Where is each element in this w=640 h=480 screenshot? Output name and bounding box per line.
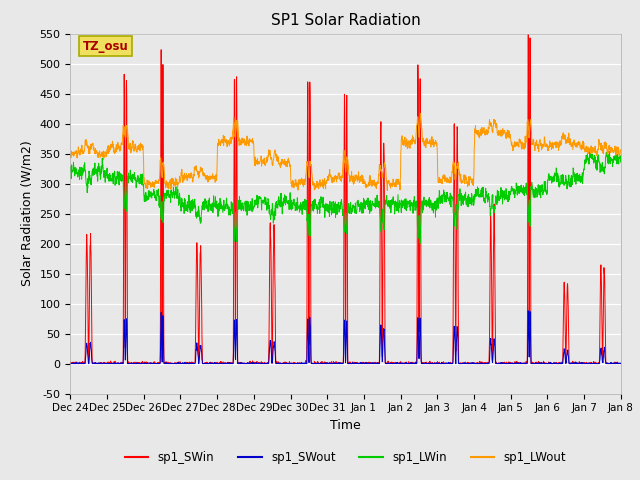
sp1_LWout: [67, 153, 74, 158]
sp1_SWin: [569, 359, 577, 364]
sp1_LWin: [67, 168, 74, 174]
sp1_LWin: [220, 197, 228, 203]
Line: sp1_SWout: sp1_SWout: [70, 311, 621, 364]
sp1_LWin: [568, 178, 576, 184]
sp1_SWin: [67, 359, 74, 365]
sp1_LWin: [417, 240, 424, 246]
Line: sp1_LWin: sp1_LWin: [70, 150, 621, 243]
sp1_SWin: [67, 361, 75, 367]
Title: SP1 Solar Radiation: SP1 Solar Radiation: [271, 13, 420, 28]
sp1_LWin: [506, 195, 513, 201]
sp1_LWout: [220, 136, 228, 142]
Text: TZ_osu: TZ_osu: [83, 40, 128, 53]
sp1_LWout: [506, 131, 514, 137]
Line: sp1_LWout: sp1_LWout: [70, 113, 621, 191]
sp1_SWin: [362, 361, 369, 367]
sp1_SWout: [506, 360, 513, 366]
sp1_LWout: [569, 144, 577, 150]
sp1_LWout: [417, 110, 424, 116]
sp1_SWin: [584, 361, 592, 367]
sp1_LWin: [374, 204, 381, 209]
sp1_SWout: [617, 360, 625, 366]
sp1_LWin: [584, 155, 591, 161]
sp1_SWout: [67, 361, 74, 367]
Line: sp1_SWin: sp1_SWin: [70, 22, 621, 364]
Legend: sp1_SWin, sp1_SWout, sp1_LWin, sp1_LWout: sp1_SWin, sp1_SWout, sp1_LWin, sp1_LWout: [120, 446, 571, 469]
sp1_SWin: [524, 19, 532, 24]
sp1_SWin: [617, 361, 625, 367]
sp1_SWout: [374, 360, 381, 366]
sp1_LWout: [584, 144, 592, 150]
sp1_SWout: [220, 360, 228, 366]
sp1_LWout: [383, 188, 391, 193]
X-axis label: Time: Time: [330, 419, 361, 432]
sp1_SWout: [584, 361, 591, 367]
sp1_SWin: [220, 360, 228, 366]
sp1_LWin: [617, 159, 625, 165]
Y-axis label: Solar Radiation (W/m2): Solar Radiation (W/m2): [21, 141, 34, 287]
sp1_SWout: [568, 360, 576, 366]
sp1_LWout: [362, 183, 369, 189]
sp1_LWout: [374, 180, 381, 185]
sp1_SWout: [524, 308, 532, 313]
sp1_LWin: [362, 203, 369, 209]
sp1_SWout: [362, 360, 369, 366]
sp1_SWin: [506, 360, 513, 366]
sp1_SWin: [374, 361, 381, 367]
sp1_LWin: [612, 147, 620, 153]
sp1_LWout: [617, 147, 625, 153]
